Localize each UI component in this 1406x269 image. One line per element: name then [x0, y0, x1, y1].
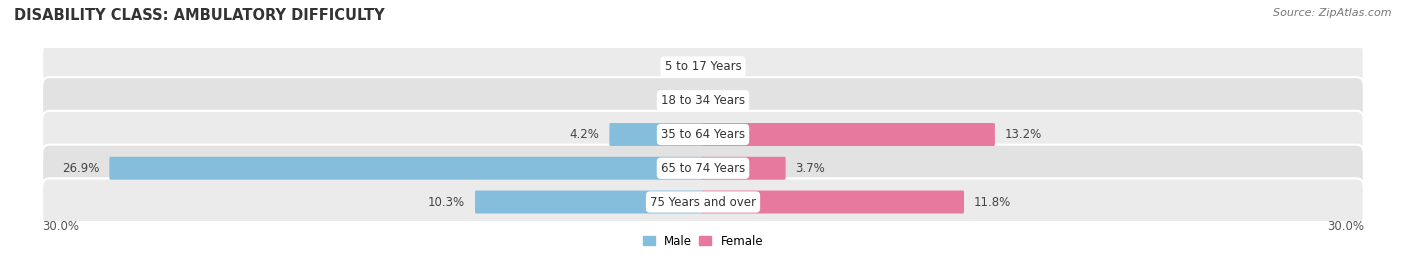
Text: 30.0%: 30.0%	[1327, 220, 1364, 233]
FancyBboxPatch shape	[110, 157, 704, 180]
Text: 65 to 74 Years: 65 to 74 Years	[661, 162, 745, 175]
FancyBboxPatch shape	[42, 178, 1364, 226]
Text: 4.2%: 4.2%	[569, 128, 599, 141]
FancyBboxPatch shape	[702, 190, 965, 214]
FancyBboxPatch shape	[42, 43, 1364, 91]
Text: 0.0%: 0.0%	[662, 61, 692, 73]
Text: 0.0%: 0.0%	[714, 61, 744, 73]
FancyBboxPatch shape	[702, 123, 995, 146]
Text: 11.8%: 11.8%	[974, 196, 1011, 208]
Text: 30.0%: 30.0%	[42, 220, 79, 233]
Text: 35 to 64 Years: 35 to 64 Years	[661, 128, 745, 141]
Text: 26.9%: 26.9%	[62, 162, 100, 175]
Text: 3.7%: 3.7%	[796, 162, 825, 175]
Text: 10.3%: 10.3%	[427, 196, 465, 208]
Text: 75 Years and over: 75 Years and over	[650, 196, 756, 208]
Text: 0.0%: 0.0%	[714, 94, 744, 107]
Text: 0.0%: 0.0%	[662, 94, 692, 107]
FancyBboxPatch shape	[609, 123, 704, 146]
Text: 18 to 34 Years: 18 to 34 Years	[661, 94, 745, 107]
Text: 5 to 17 Years: 5 to 17 Years	[665, 61, 741, 73]
FancyBboxPatch shape	[475, 190, 704, 214]
Text: 13.2%: 13.2%	[1005, 128, 1042, 141]
FancyBboxPatch shape	[42, 77, 1364, 124]
FancyBboxPatch shape	[42, 111, 1364, 158]
FancyBboxPatch shape	[702, 157, 786, 180]
Text: Source: ZipAtlas.com: Source: ZipAtlas.com	[1274, 8, 1392, 18]
Legend: Male, Female: Male, Female	[638, 230, 768, 253]
FancyBboxPatch shape	[42, 145, 1364, 192]
Text: DISABILITY CLASS: AMBULATORY DIFFICULTY: DISABILITY CLASS: AMBULATORY DIFFICULTY	[14, 8, 385, 23]
